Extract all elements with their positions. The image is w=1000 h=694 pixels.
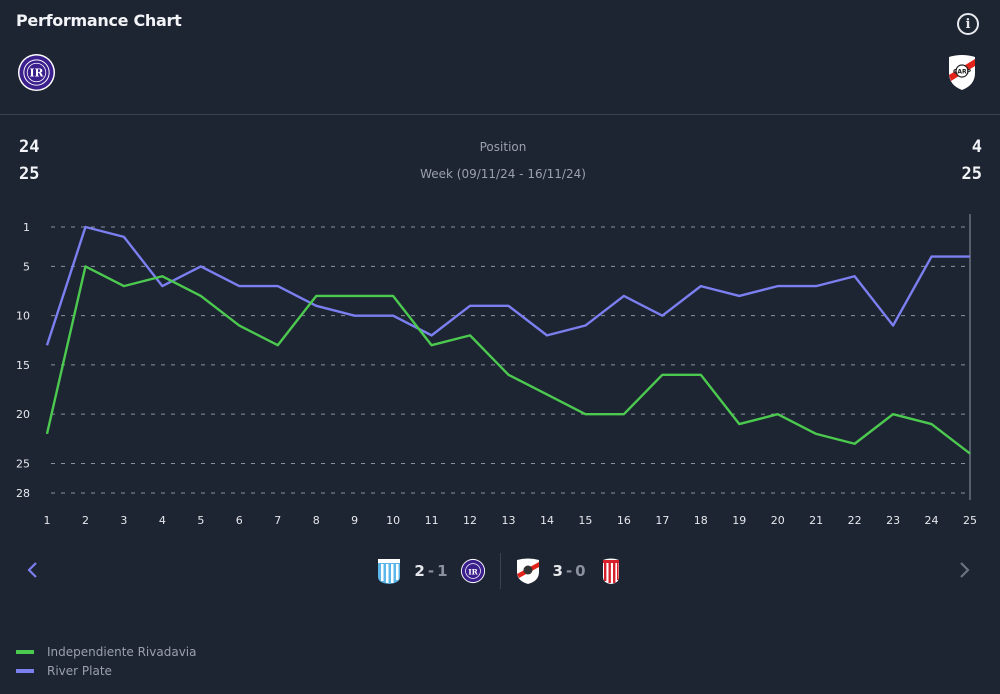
y-tick-label: 15 [16, 359, 30, 372]
x-tick-label: 20 [771, 514, 785, 527]
svg-text:IR: IR [30, 66, 44, 79]
chart-title: Performance Chart [16, 11, 182, 30]
x-tick-label: 17 [655, 514, 669, 527]
y-tick-label: 28 [16, 487, 30, 500]
x-tick-label: 10 [386, 514, 400, 527]
x-tick-label: 9 [351, 514, 358, 527]
legend-item-river[interactable]: River Plate [16, 661, 196, 680]
x-tick-label: 21 [809, 514, 823, 527]
y-tick-label: 25 [16, 457, 30, 470]
score-separator: - [565, 562, 573, 580]
river-plate-crest-icon: CARP [949, 55, 975, 90]
x-tick-label: 15 [578, 514, 592, 527]
chevron-left-icon [27, 562, 37, 578]
week-range-label: Week (09/11/24 - 16/11/24) [420, 167, 586, 181]
legend-label: Independiente Rivadavia [47, 644, 197, 659]
x-tick-label: 3 [120, 514, 127, 527]
home-week-value: 25 [19, 164, 40, 184]
match-result-independiente[interactable]: 2 - 1 IR [362, 557, 499, 585]
x-tick-label: 19 [732, 514, 746, 527]
match-results: 2 - 1 IR 3 - 0 [0, 551, 1000, 591]
match-separator [499, 553, 501, 589]
x-tick-label: 2 [82, 514, 89, 527]
x-tick-label: 18 [694, 514, 708, 527]
metric-label: Position [479, 140, 527, 154]
independiente-rivadavia-crest-icon: IR [460, 558, 485, 584]
next-week-button[interactable] [953, 556, 977, 584]
match-score: 2 - 1 [414, 562, 447, 580]
y-tick-label: 1 [23, 221, 30, 234]
away-week-value: 25 [961, 164, 982, 184]
x-tick-label: 25 [963, 514, 977, 527]
x-tick-label: 1 [44, 514, 51, 527]
barracas-central-crest-icon [602, 558, 619, 584]
x-tick-label: 4 [159, 514, 166, 527]
home-score: 2 [414, 562, 425, 580]
legend-item-independiente[interactable]: Independiente Rivadavia [16, 642, 196, 661]
x-tick-label: 5 [197, 514, 204, 527]
away-score: 1 [437, 562, 448, 580]
svg-text:IR: IR [468, 567, 478, 576]
y-tick-label: 20 [16, 408, 30, 421]
away-score: 0 [575, 562, 586, 580]
racing-club-crest-icon [378, 559, 401, 584]
legend-swatch [16, 668, 34, 673]
y-tick-label: 10 [16, 310, 30, 323]
x-tick-label: 24 [925, 514, 939, 527]
legend-label: River Plate [47, 663, 112, 678]
y-tick-label: 5 [23, 260, 30, 273]
header-divider [0, 114, 1000, 115]
river-plate-crest-icon [516, 558, 539, 584]
x-tick-label: 13 [502, 514, 516, 527]
x-tick-label: 6 [236, 514, 243, 527]
x-tick-label: 14 [540, 514, 554, 527]
series-line-river-plate [45, 225, 970, 346]
previous-week-button[interactable] [20, 556, 44, 584]
x-tick-label: 8 [313, 514, 320, 527]
match-result-river[interactable]: 3 - 0 [501, 557, 638, 585]
x-tick-label: 23 [886, 514, 900, 527]
home-score: 3 [552, 562, 563, 580]
away-position-value: 4 [971, 137, 982, 157]
home-position-value: 24 [19, 137, 40, 157]
svg-text:CARP: CARP [953, 69, 972, 76]
x-tick-label: 7 [274, 514, 281, 527]
x-tick-label: 12 [463, 514, 477, 527]
score-separator: - [427, 562, 435, 580]
match-score: 3 - 0 [553, 562, 586, 580]
x-tick-label: 22 [848, 514, 862, 527]
independiente-rivadavia-crest-icon: IR [17, 53, 56, 92]
series-line-independiente-rivadavia [45, 265, 971, 455]
legend-swatch [16, 649, 34, 654]
chevron-right-icon [960, 562, 970, 578]
chart-legend: Independiente Rivadavia River Plate [16, 642, 196, 680]
x-tick-label: 11 [425, 514, 439, 527]
x-tick-label: 16 [617, 514, 631, 527]
info-icon[interactable]: i [957, 13, 979, 35]
